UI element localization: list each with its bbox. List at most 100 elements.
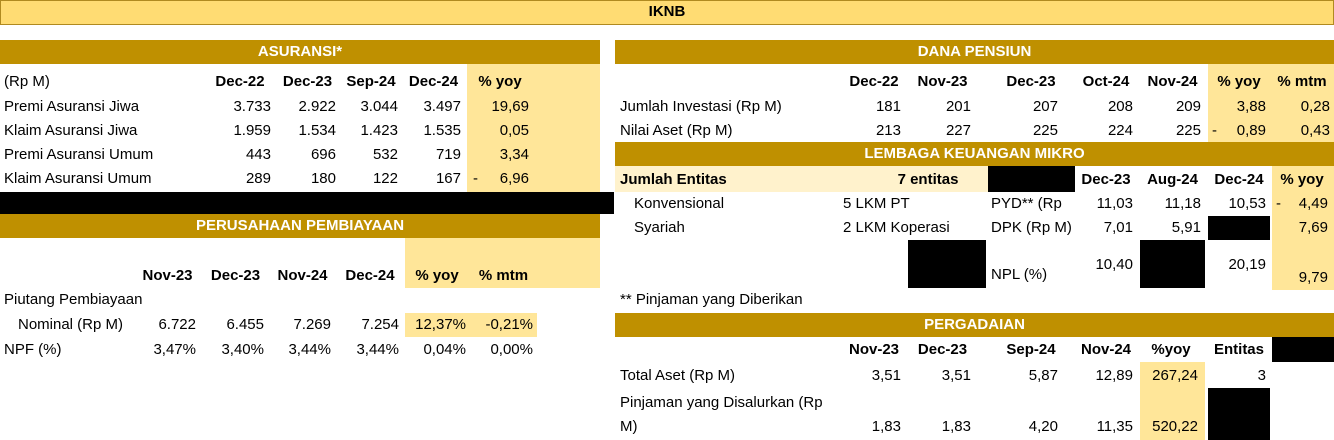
footnote: ** Pinjaman yang Diberikan — [620, 291, 803, 308]
sign: - — [473, 170, 478, 187]
row-label: M) — [620, 418, 638, 435]
cell-value: 1.959 — [233, 122, 271, 139]
column-header: Nov-23 — [917, 73, 968, 90]
cell-value: 1.535 — [423, 122, 461, 139]
cell-value: 4,49 — [1298, 195, 1328, 212]
column-header: Dec-23 — [210, 267, 261, 284]
cell-value: 201 — [945, 98, 971, 115]
cell-value: 0,43 — [1300, 122, 1330, 139]
redacted — [1208, 388, 1270, 440]
cell-value: 520,22 — [1152, 418, 1198, 435]
count-value: 7 entitas — [897, 171, 959, 188]
cell-value: 3.497 — [423, 98, 461, 115]
cell-value: 3,51 — [871, 367, 901, 384]
cell-value: 443 — [245, 146, 271, 163]
cell-value: -0,21% — [485, 316, 533, 333]
cell-value: 6,96 — [499, 170, 529, 187]
highlight — [1272, 166, 1334, 290]
cell-value: 208 — [1107, 98, 1133, 115]
cell-value: 12,37% — [415, 316, 466, 333]
cell-value: 7,69 — [1298, 219, 1328, 236]
row-label: Jumlah Entitas — [620, 171, 727, 188]
row-label: Jumlah Investasi (Rp M) — [620, 98, 782, 115]
cell-value: 289 — [245, 170, 271, 187]
sign: - — [1212, 122, 1217, 139]
cell-value: 1.534 — [298, 122, 336, 139]
highlight — [405, 313, 537, 337]
redacted — [1140, 240, 1205, 288]
column-header: % yoy — [1217, 73, 1261, 90]
section-title: PERGADAIAN — [924, 316, 1025, 333]
cell-value: 11,03 — [1096, 195, 1133, 212]
cell-value: 11,18 — [1164, 195, 1201, 212]
column-header: Nov-23 — [142, 267, 193, 284]
column-header: Nov-23 — [848, 341, 900, 358]
column-header: % yoy — [478, 73, 522, 90]
cell-value: 0,05 — [499, 122, 529, 139]
redacted — [1272, 337, 1334, 362]
cell-value: 0,28 — [1300, 98, 1330, 115]
section-bar — [615, 142, 1334, 166]
row-label: Pinjaman yang Disalurkan (Rp — [620, 394, 823, 411]
column-header: % yoy — [415, 267, 459, 284]
cell-value: 4,20 — [1028, 418, 1058, 435]
redacted — [0, 192, 614, 214]
row-label: Syariah — [634, 219, 685, 236]
unit-label: (Rp M) — [4, 73, 50, 90]
cell-value: 0,00% — [490, 341, 533, 358]
cell-value: 3.733 — [233, 98, 271, 115]
cell-value: 3,44% — [288, 341, 331, 358]
row-label: Nominal (Rp M) — [18, 316, 124, 333]
cell-value: 227 — [945, 122, 971, 139]
cell-value: 224 — [1107, 122, 1133, 139]
row-label: Konvensional — [634, 195, 725, 212]
cell-value: 6.722 — [158, 316, 196, 333]
column-header: Dec-22 — [849, 73, 899, 90]
row-label: Klaim Asuransi Jiwa — [4, 122, 138, 139]
column-header: Dec-23 — [282, 73, 333, 90]
metric-label: PYD** (Rp — [991, 195, 1062, 212]
row-label: Total Aset (Rp M) — [620, 367, 736, 384]
cell-value: 5,91 — [1171, 219, 1201, 236]
section-bar — [0, 40, 600, 64]
highlight — [405, 238, 600, 288]
column-header: Nov-24 — [277, 267, 328, 284]
cell-value: 0,04% — [423, 341, 466, 358]
cell-value: 3.044 — [360, 98, 398, 115]
section-bar — [615, 40, 1334, 64]
column-header: Entitas — [1213, 341, 1264, 358]
cell-value: 19,69 — [491, 98, 529, 115]
title-bar — [0, 0, 1334, 25]
column-header: Dec-23 — [1006, 73, 1056, 90]
cell-value: 696 — [310, 146, 336, 163]
cell-value: 181 — [875, 98, 901, 115]
cell-value: 1,83 — [941, 418, 971, 435]
cell-value: 3,34 — [499, 146, 529, 163]
cell-value: 3,44% — [356, 341, 399, 358]
cell-value: 9,79 — [1298, 269, 1328, 286]
cell-value: 267,24 — [1152, 367, 1198, 384]
section-bar — [0, 214, 600, 238]
cell-value: 3,51 — [941, 367, 971, 384]
column-header: Oct-24 — [1082, 73, 1130, 90]
cell-value: 719 — [435, 146, 461, 163]
redacted — [988, 166, 1075, 192]
entity-label: 2 LKM Koperasi — [843, 219, 950, 236]
cell-value: 7,01 — [1103, 219, 1133, 236]
column-header: Dec-23 — [1081, 171, 1131, 188]
cell-value: 3,88 — [1236, 98, 1266, 115]
cell-value: 12,89 — [1095, 367, 1133, 384]
highlight — [1208, 64, 1334, 142]
column-header: % yoy — [1280, 171, 1324, 188]
column-header: Nov-24 — [1147, 73, 1198, 90]
column-header: Aug-24 — [1147, 171, 1198, 188]
highlight — [1140, 362, 1205, 440]
cell-value: 10,53 — [1228, 195, 1266, 212]
column-header: Dec-24 — [408, 73, 459, 90]
column-header: %yoy — [1151, 341, 1191, 358]
cell-value: 213 — [875, 122, 901, 139]
cell-value: 3,40% — [221, 341, 264, 358]
column-header: Dec-23 — [917, 341, 968, 358]
column-header: Dec-24 — [345, 267, 395, 284]
